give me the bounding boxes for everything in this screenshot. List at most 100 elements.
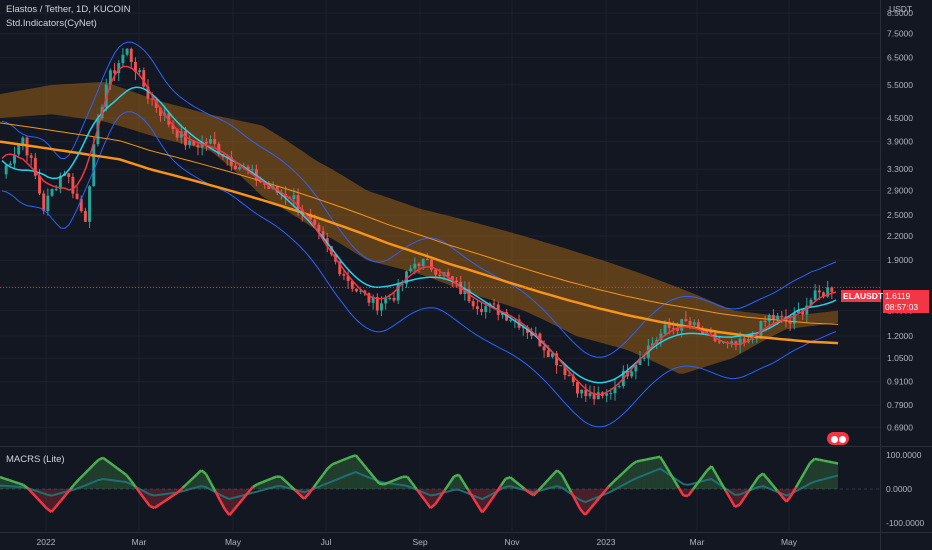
oscillator-axis[interactable]: 100.0000 0.0000 -100.0000 — [886, 450, 925, 528]
oscillator-line-segment — [565, 482, 573, 493]
oscillator-line-segment — [228, 508, 236, 516]
oscillator-line-segment — [322, 467, 329, 476]
candle-body — [113, 70, 117, 74]
oscillator-area — [711, 466, 717, 489]
candle-body — [667, 324, 671, 328]
time-tick-label: Mar — [690, 537, 705, 547]
oscillator-area — [763, 473, 768, 489]
oscillator-line-segment — [499, 478, 507, 487]
candle-body — [129, 48, 133, 63]
candle-body — [213, 139, 217, 144]
price-tick-label: 2.9000 — [887, 185, 913, 195]
chart-title[interactable]: Elastos / Tether, 1D, KUCOIN — [6, 4, 131, 15]
oscillator-line-segment — [247, 486, 254, 494]
oscillator-line-segment — [668, 471, 676, 481]
candle-body — [92, 144, 96, 187]
oscillator-line-segment — [467, 489, 474, 498]
oscillator-line-segment — [139, 492, 147, 501]
oscillator-line-segment — [696, 476, 704, 484]
candle-body — [296, 195, 300, 210]
oscillator-line-segment — [453, 473, 460, 478]
oscillator-area — [735, 489, 740, 507]
bar-countdown-tag: 08:57:03 — [883, 301, 929, 313]
oscillator-line-segment — [509, 476, 516, 483]
oscillator-line-segment — [153, 503, 160, 510]
oscillator-line-segment — [748, 483, 755, 492]
candle-body — [509, 319, 513, 321]
oscillator-line-segment — [252, 483, 259, 489]
time-tick-label: May — [225, 537, 242, 547]
oscillator-line-segment — [359, 460, 367, 468]
candle-body — [159, 107, 162, 116]
candle-body — [438, 274, 442, 276]
oscillator-tick-label: -100.0000 — [886, 518, 925, 528]
candle-body — [763, 321, 767, 323]
oscillator-line-segment — [336, 459, 343, 464]
candle-body — [571, 375, 575, 383]
candle-body — [776, 315, 780, 320]
candle-body — [480, 308, 484, 312]
oscillator-line-segment — [729, 498, 737, 508]
candle-body — [246, 166, 250, 171]
candle-body — [38, 175, 41, 194]
candle-body — [721, 342, 725, 344]
candle-body — [88, 186, 92, 222]
price-tick-label: 2.5000 — [887, 210, 913, 220]
oscillator-line-segment — [186, 478, 193, 485]
candle-body — [142, 70, 146, 87]
oscillator-legend[interactable]: MACRS (Lite) — [6, 454, 65, 465]
oscillator-line-segment — [237, 497, 245, 505]
oscillator-line-segment — [50, 505, 58, 513]
candle-body — [234, 165, 237, 170]
price-axis[interactable]: 8.5000 7.5000 6.5000 5.5000 4.5000 3.9000 3.30… — [887, 4, 913, 432]
price-tick-label: 3.9000 — [887, 137, 913, 147]
oscillator-line-segment — [83, 468, 90, 475]
time-axis[interactable]: 2022 Mar May Jul Sep Nov 2023 Mar May — [37, 537, 798, 547]
oscillator-line-segment — [181, 482, 189, 489]
oscillator-area — [402, 476, 408, 489]
oscillator-line-segment — [410, 482, 418, 491]
price-tick-label: 0.7900 — [887, 400, 913, 410]
price-pane[interactable] — [0, 41, 880, 428]
oscillator-tick-label: 0.0000 — [886, 484, 912, 494]
oscillator-line-segment — [415, 488, 423, 497]
indicator-legend[interactable]: Std.Indicators(CyNet) — [6, 18, 97, 29]
candle-body — [826, 287, 830, 297]
pane-separator[interactable] — [0, 446, 932, 447]
oscillator-line-segment — [233, 503, 240, 511]
oscillator-line-segment — [518, 483, 526, 490]
oscillator-line-segment — [785, 494, 793, 503]
price-tick-label: 1.9000 — [887, 255, 913, 265]
oscillator-line-segment — [523, 487, 530, 494]
earnings-event-icon[interactable] — [827, 432, 849, 445]
oscillator-line-segment — [481, 505, 488, 514]
oscillator-line-segment — [8, 479, 15, 483]
oscillator-line-segment — [31, 492, 39, 500]
candle-body — [171, 124, 175, 130]
candle-body — [450, 276, 454, 281]
candle-body — [530, 332, 534, 336]
oscillator-line-segment — [631, 460, 638, 466]
current-price-tag: 1.6119 — [883, 290, 929, 302]
oscillator-line-segment — [27, 487, 34, 495]
oscillator-line-segment — [617, 472, 624, 479]
candle-body — [801, 310, 805, 315]
oscillator-line-segment — [556, 469, 563, 476]
candle-body — [596, 392, 600, 400]
oscillator-line-segment — [284, 480, 292, 487]
oscillator-area — [201, 470, 206, 489]
candle-body — [196, 145, 200, 148]
oscillator-line-segment — [420, 494, 428, 503]
oscillator-pane[interactable] — [0, 454, 880, 516]
candle-body — [238, 167, 242, 170]
candle-body — [321, 231, 325, 239]
candle-body — [638, 358, 642, 365]
candle-body — [455, 280, 458, 282]
oscillator-line-segment — [69, 482, 76, 491]
candle-body — [542, 346, 546, 351]
candle-body — [563, 365, 567, 375]
oscillator-line-segment — [655, 455, 661, 459]
oscillator-area — [660, 456, 665, 489]
oscillator-area — [594, 489, 600, 504]
